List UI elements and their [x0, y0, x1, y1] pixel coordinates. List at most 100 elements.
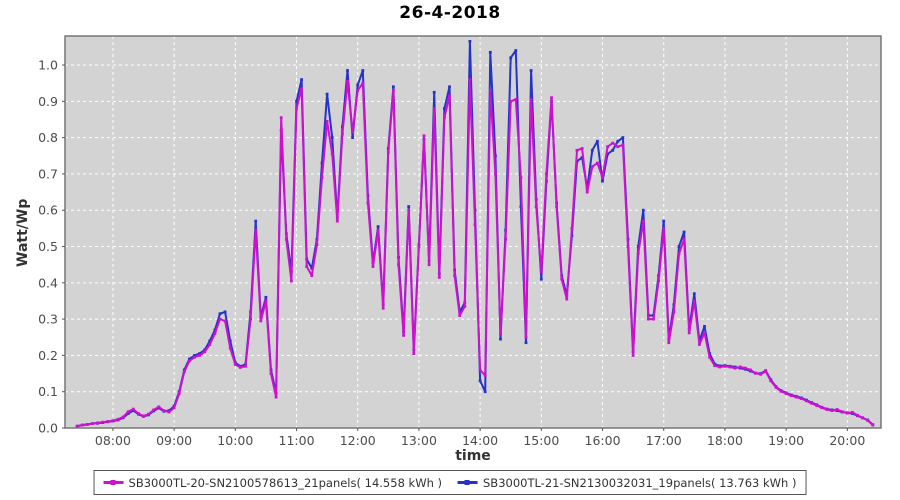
- data-point-marker: [677, 252, 681, 256]
- data-point-marker: [300, 78, 303, 81]
- data-point-marker: [514, 98, 518, 101]
- data-point-marker: [764, 370, 768, 373]
- data-point-marker: [244, 364, 247, 368]
- legend-label: SB3000TL-21-SN2130032031_19panels( 13.76…: [483, 475, 797, 490]
- x-tick-label: 19:00: [768, 433, 804, 448]
- data-point-marker: [448, 94, 451, 98]
- data-point-marker: [738, 365, 742, 369]
- data-point-marker: [203, 348, 207, 352]
- data-point-marker: [524, 335, 528, 339]
- data-point-marker: [213, 328, 217, 332]
- data-point-marker: [779, 389, 783, 393]
- data-point-marker: [325, 119, 329, 123]
- data-point-marker: [147, 412, 150, 416]
- y-tick-label: 0.6: [38, 203, 58, 218]
- data-point-marker: [325, 92, 329, 96]
- y-tick-label: 0.7: [38, 166, 58, 181]
- legend-marker-icon: [465, 480, 470, 485]
- data-point-marker: [565, 297, 569, 301]
- data-point-marker: [142, 414, 145, 418]
- data-point-marker: [641, 219, 645, 223]
- data-point-marker: [193, 354, 196, 357]
- data-point-marker: [662, 227, 666, 230]
- data-point-marker: [417, 245, 421, 248]
- data-point-marker: [96, 421, 99, 425]
- data-point-marker: [606, 152, 609, 156]
- chart-title: 26-4-2018: [399, 3, 501, 23]
- data-point-marker: [213, 332, 217, 335]
- data-point-marker: [116, 417, 120, 421]
- data-point-marker: [295, 107, 298, 110]
- data-point-marker: [784, 392, 788, 395]
- data-point-marker: [555, 205, 558, 208]
- data-point-marker: [672, 310, 676, 314]
- data-point-marker: [310, 266, 314, 270]
- data-point-marker: [733, 366, 737, 370]
- data-point-marker: [641, 208, 645, 212]
- data-point-marker: [759, 372, 762, 376]
- y-tick-label: 0.3: [38, 312, 58, 327]
- data-point-marker: [315, 243, 319, 247]
- data-point-marker: [233, 363, 237, 366]
- legend-marker-icon: [110, 480, 116, 485]
- data-point-marker: [351, 136, 354, 139]
- x-tick-label: 11:00: [279, 433, 315, 448]
- data-point-marker: [856, 413, 859, 417]
- data-point-marker: [320, 176, 324, 179]
- data-point-marker: [596, 161, 599, 165]
- data-point-marker: [529, 69, 533, 72]
- data-point-marker: [152, 408, 156, 412]
- data-point-marker: [703, 331, 706, 335]
- data-point-marker: [687, 331, 691, 335]
- data-point-marker: [351, 130, 354, 134]
- data-point-marker: [692, 299, 696, 303]
- data-point-marker: [667, 341, 671, 345]
- data-point-marker: [851, 411, 854, 414]
- data-point-marker: [239, 366, 242, 369]
- data-point-marker: [539, 277, 543, 281]
- data-point-marker: [198, 354, 201, 357]
- data-point-marker: [330, 136, 334, 139]
- data-point-marker: [208, 343, 212, 346]
- data-point-marker: [789, 394, 793, 398]
- data-point-marker: [534, 205, 538, 208]
- data-point-marker: [458, 314, 462, 317]
- data-point-marker: [264, 299, 268, 303]
- legend-line-swatch-icon: [458, 480, 478, 485]
- data-point-marker: [346, 69, 349, 72]
- y-tick-label: 1.0: [38, 58, 58, 73]
- data-point-marker: [121, 415, 125, 419]
- data-point-marker: [162, 409, 166, 412]
- data-point-marker: [381, 306, 385, 310]
- data-point-marker: [80, 423, 84, 427]
- data-point-marker: [621, 143, 625, 147]
- data-point-marker: [131, 407, 135, 411]
- data-point-marker: [794, 395, 798, 399]
- data-point-marker: [835, 408, 839, 411]
- data-point-marker: [866, 419, 870, 422]
- data-point-marker: [575, 148, 579, 152]
- data-point-marker: [774, 385, 778, 389]
- data-point-marker: [494, 172, 497, 176]
- data-point-marker: [708, 355, 711, 359]
- data-point-marker: [652, 317, 655, 321]
- y-axis-label: Watt/Wp: [15, 198, 31, 267]
- data-point-marker: [703, 325, 706, 328]
- data-point-marker: [376, 225, 380, 228]
- data-point-marker: [749, 368, 752, 372]
- y-tick-label: 0.9: [38, 94, 58, 109]
- data-point-marker: [106, 420, 110, 423]
- plot-background: [65, 36, 881, 428]
- data-point-marker: [647, 317, 650, 321]
- data-point-marker: [198, 352, 201, 355]
- data-point-marker: [590, 148, 594, 152]
- data-point-marker: [636, 252, 640, 256]
- data-point-marker: [453, 274, 456, 277]
- data-point-marker: [494, 154, 497, 158]
- data-point-marker: [371, 265, 375, 268]
- data-point-marker: [698, 343, 701, 346]
- plot-area: 08:00 09:00 10:00 11:00 12:00 13:00 14:00 15:00…: [38, 35, 882, 448]
- data-point-marker: [274, 395, 278, 399]
- data-point-marker: [845, 411, 849, 415]
- data-point-marker: [300, 87, 303, 90]
